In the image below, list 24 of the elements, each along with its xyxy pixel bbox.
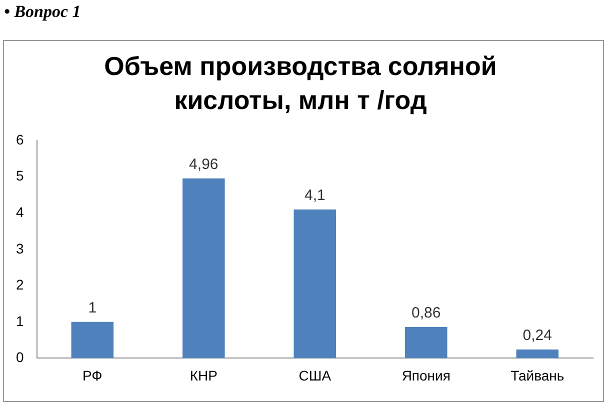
y-tick-label: 5	[16, 168, 24, 184]
data-label: 1	[88, 300, 97, 317]
y-tick-label: 0	[16, 349, 24, 366]
x-tick-label: Тайвань	[510, 367, 564, 384]
x-tick-label: Япония	[402, 367, 450, 384]
x-tick-label: КНР	[190, 367, 218, 384]
data-label: 0,86	[412, 304, 441, 322]
bar	[294, 210, 336, 358]
bar	[405, 327, 448, 358]
bar	[182, 178, 225, 358]
y-tick-label: 2	[16, 276, 24, 293]
y-tick-label: 6	[16, 131, 24, 148]
data-label: 4,1	[304, 187, 326, 204]
x-tick-label: США	[298, 367, 332, 384]
text: • Вопрос 1	[4, 2, 81, 22]
x-tick-label: РФ	[82, 367, 102, 384]
bar	[516, 349, 559, 358]
y-tick-label: 3	[16, 240, 24, 256]
data-label: 4,96	[189, 156, 218, 173]
chart-title: Объем производства соляной кислоты, млн т /год	[104, 51, 497, 115]
y-tick-label: 1	[16, 312, 24, 329]
y-tick-label: 4	[16, 204, 24, 220]
bar	[71, 322, 114, 358]
data-label: 0,24	[522, 327, 552, 344]
